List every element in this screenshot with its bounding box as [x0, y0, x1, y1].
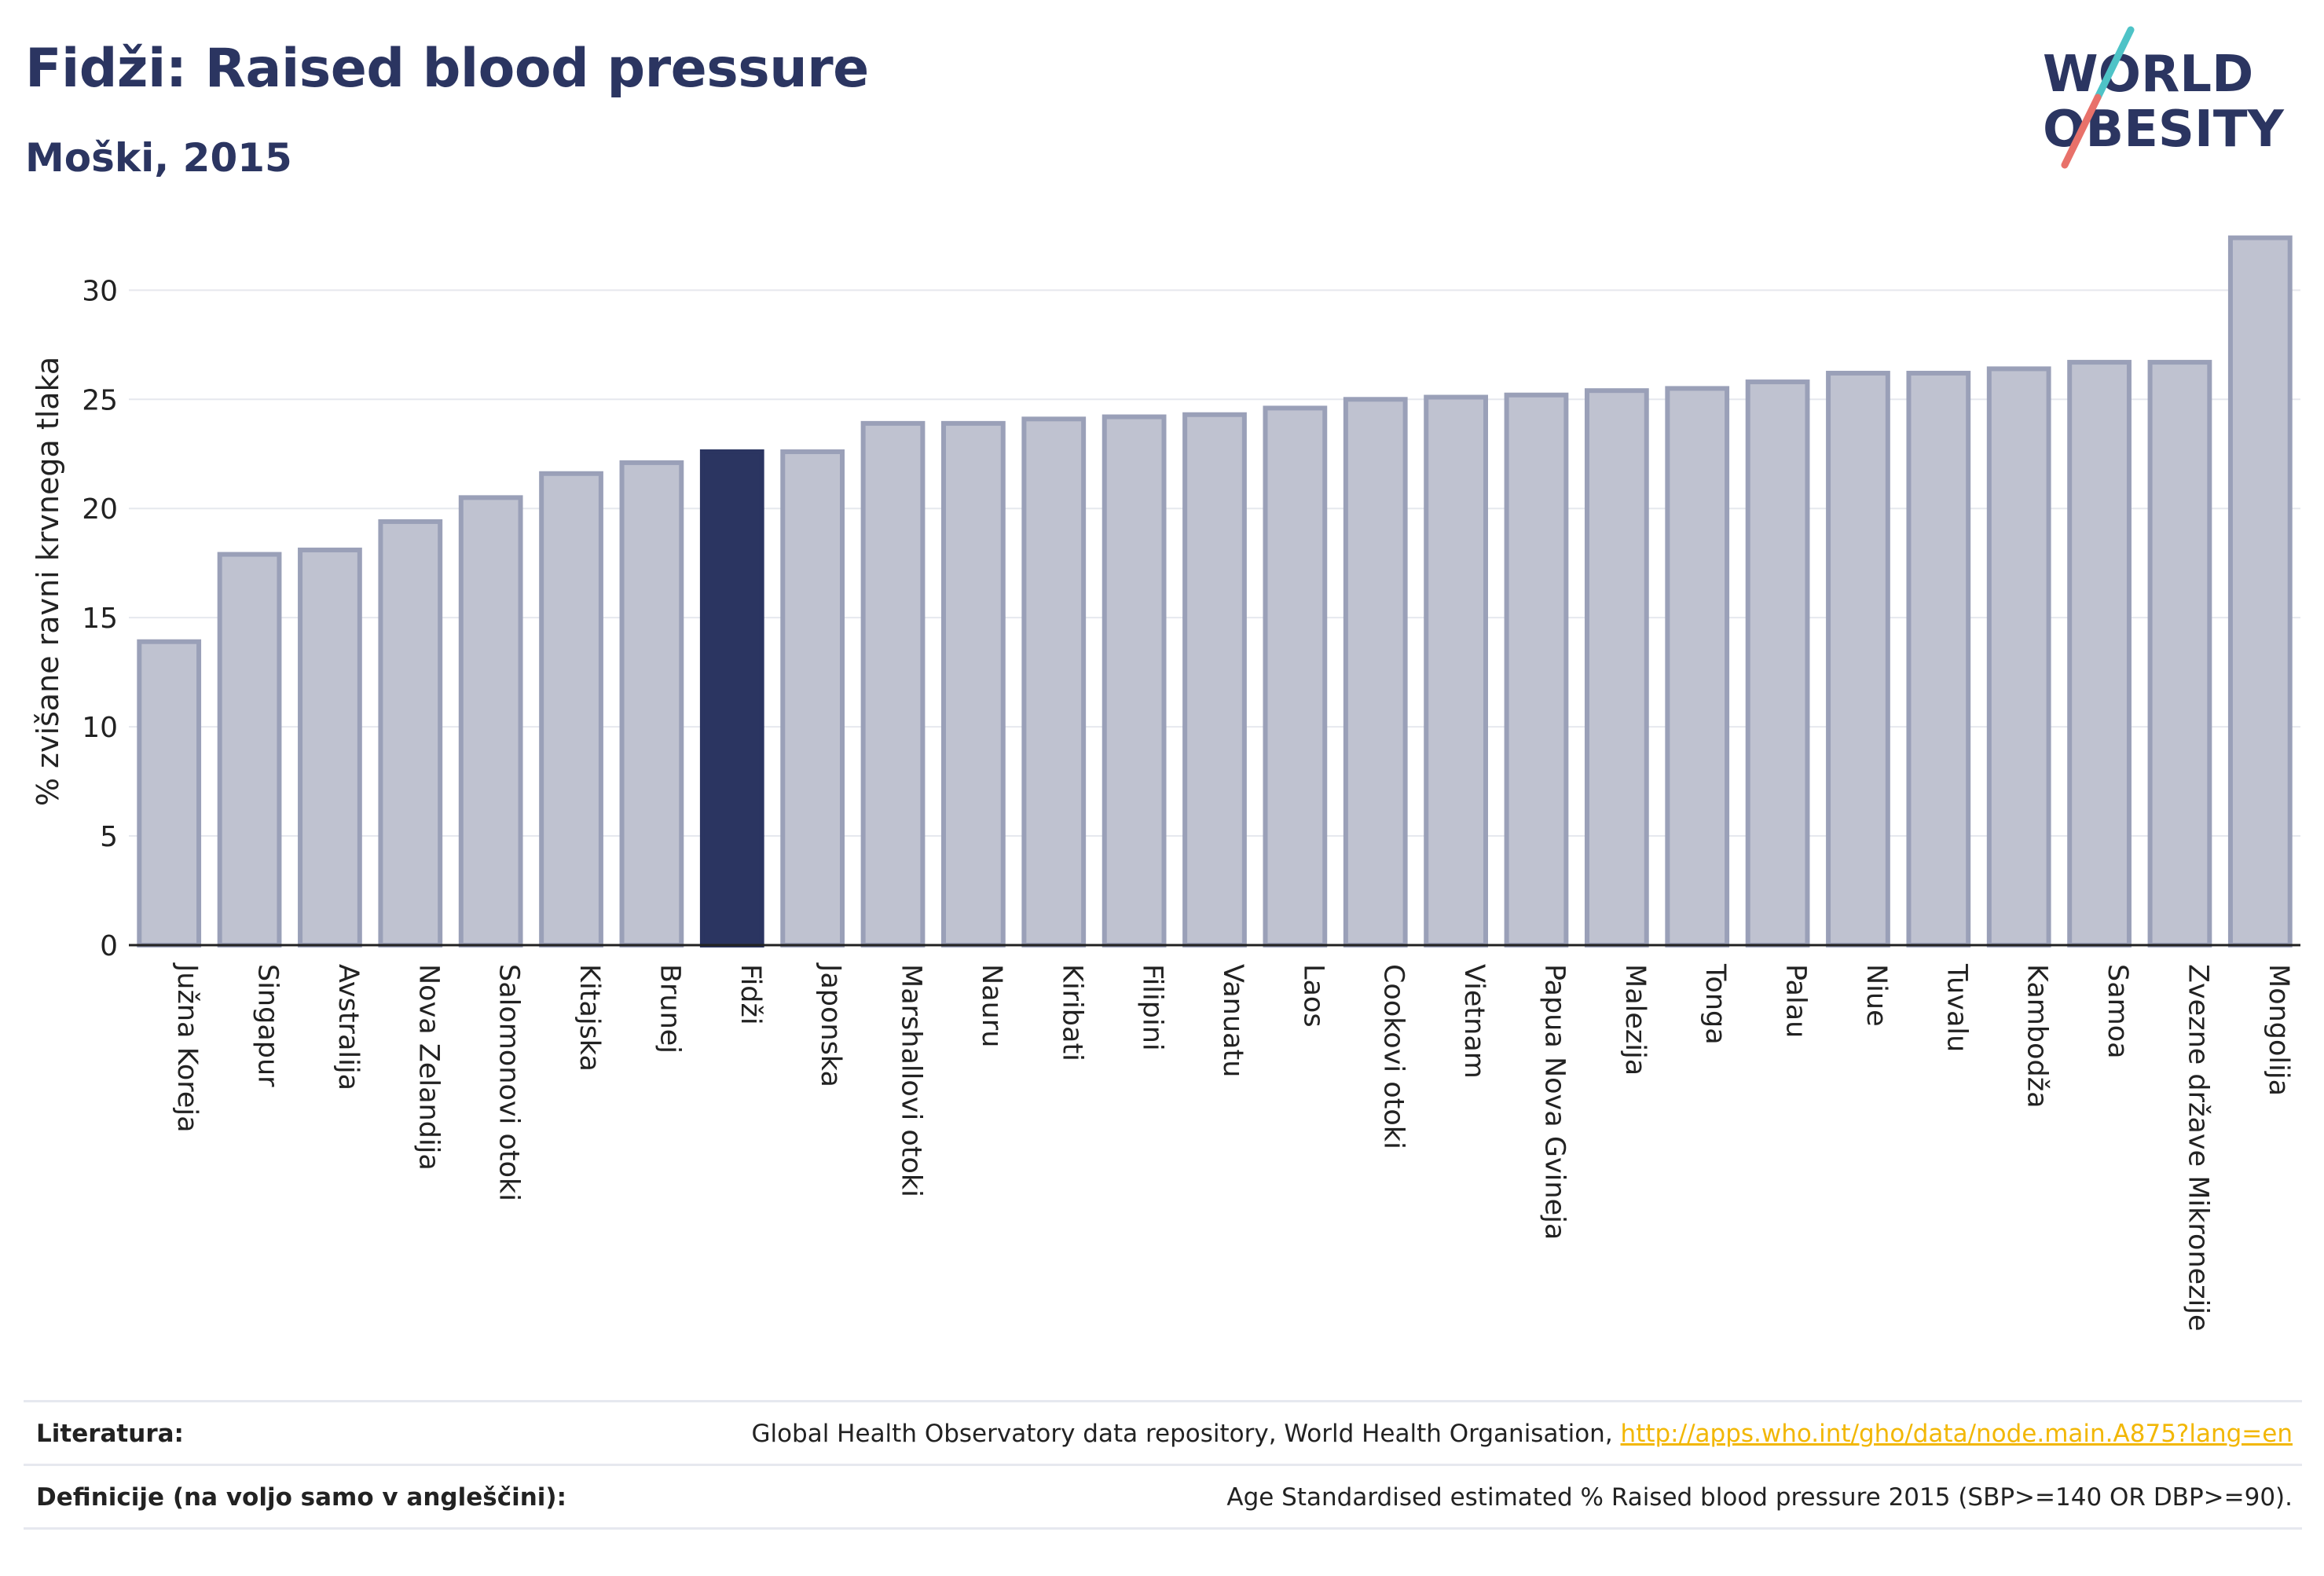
- bar: [217, 552, 282, 947]
- x-tick-label: Nova Zelandija: [412, 964, 444, 1171]
- bar: [137, 639, 202, 947]
- x-tick-label: Papua Nova Gvineja: [1538, 964, 1570, 1240]
- x-tick-label: Malezija: [1619, 964, 1651, 1076]
- bar: [1986, 366, 2051, 947]
- sources-label: Literatura:: [36, 1420, 184, 1448]
- world-obesity-logo: WORLD OBESITY: [2043, 26, 2284, 169]
- bar: [298, 548, 362, 947]
- x-tick-label: Tonga: [1699, 963, 1731, 1045]
- bar: [1263, 405, 1328, 947]
- bar: [1424, 394, 1488, 947]
- bar: [1182, 412, 1247, 947]
- x-tick-label: Niue: [1860, 964, 1892, 1027]
- bar: [1665, 386, 1730, 947]
- bar: [1745, 379, 1810, 947]
- y-axis-label: % zvišane ravni krvnega tlaka: [31, 357, 65, 806]
- sources-link[interactable]: http://apps.who.int/gho/data/node.main.A…: [1620, 1420, 2293, 1448]
- y-tick-label: 20: [82, 493, 118, 526]
- logo-slash-top: [2094, 26, 2135, 101]
- x-tick-label: Kambodža: [2022, 964, 2053, 1109]
- bar: [1826, 370, 1890, 947]
- y-tick-label: 25: [82, 384, 118, 416]
- bar: [1584, 388, 1649, 947]
- footer: Literatura: Global Health Observatory da…: [24, 1400, 2302, 1530]
- bar: [780, 449, 845, 947]
- bar: [1102, 414, 1167, 947]
- x-tick-label: Singapur: [252, 964, 284, 1087]
- x-tick-label: Palau: [1780, 964, 1812, 1038]
- sources-value: Global Health Observatory data repositor…: [751, 1420, 2293, 1448]
- y-tick-label: 15: [82, 603, 118, 635]
- x-tick-label: Brunej: [654, 964, 685, 1054]
- x-tick-label: Salomonovi otoki: [493, 964, 525, 1201]
- bar: [539, 471, 603, 947]
- logo-line1: WORLD: [2043, 46, 2253, 104]
- bar: [1906, 370, 1971, 947]
- definitions-text: Age Standardised estimated % Raised bloo…: [1226, 1483, 2293, 1512]
- x-tick-label: Vanuatu: [1217, 964, 1248, 1077]
- bar: [458, 495, 523, 947]
- bar: [941, 420, 1006, 947]
- x-tick-label: Samoa: [2102, 964, 2133, 1059]
- x-tick-label: Marshallovi otoki: [896, 964, 927, 1197]
- x-tick-label: Kiribati: [1056, 964, 1087, 1061]
- footer-sources-row: Literatura: Global Health Observatory da…: [24, 1400, 2302, 1464]
- bar: [2147, 360, 2212, 947]
- y-tick-label: 5: [100, 821, 118, 853]
- y-tick-label: 30: [82, 275, 118, 307]
- x-tick-label: Cookovi otoki: [1378, 964, 1409, 1149]
- x-tick-label: Vietnam: [1458, 964, 1490, 1079]
- bar: [1021, 416, 1087, 947]
- x-tick-label: Kitajska: [574, 964, 605, 1072]
- definitions-label: Definicije (na voljo samo v angleščini):: [36, 1483, 566, 1512]
- bar: [1504, 392, 1569, 947]
- category-labels: Južna Koreja Singapur Avstralija Nova Zelan…: [171, 962, 2294, 1332]
- bar: [619, 460, 684, 947]
- x-tick-label: Japonska: [815, 962, 846, 1087]
- sources-text: Global Health Observatory data repositor…: [751, 1420, 1621, 1448]
- axes: 0 5 10 15 20 25 30: [82, 275, 2300, 962]
- bar: [1343, 397, 1408, 947]
- x-tick-label: Južna Koreja: [171, 962, 203, 1133]
- bar-highlight: [699, 449, 764, 947]
- bar: [378, 519, 443, 947]
- y-tick-label: 10: [82, 712, 118, 744]
- footer-definitions-row: Definicije (na voljo samo v angleščini):…: [24, 1464, 2302, 1530]
- x-tick-label: Mongolija: [2263, 964, 2294, 1096]
- x-tick-label: Fidži: [735, 964, 766, 1025]
- x-tick-label: Tuvalu: [1941, 963, 1972, 1052]
- x-tick-label: Avstralija: [332, 964, 364, 1090]
- x-tick-label: Zvezne države Mikronezije: [2182, 964, 2213, 1332]
- bar: [2227, 235, 2293, 947]
- x-tick-label: Nauru: [976, 964, 1007, 1047]
- chart-subtitle: Moški, 2015: [25, 135, 292, 181]
- chart-title: Fidži: Raised blood pressure: [25, 38, 869, 100]
- x-tick-label: Filipini: [1137, 964, 1168, 1051]
- bars: [137, 235, 2293, 947]
- bar: [860, 420, 926, 947]
- x-tick-label: Laos: [1297, 964, 1329, 1028]
- logo-slash-bottom: [2061, 93, 2102, 169]
- y-tick-label: 0: [100, 930, 118, 962]
- bar: [2067, 360, 2132, 947]
- bar-chart: 0 5 10 15 20 25 30 Južna Koreja Singapur Avstral…: [31, 235, 2300, 1332]
